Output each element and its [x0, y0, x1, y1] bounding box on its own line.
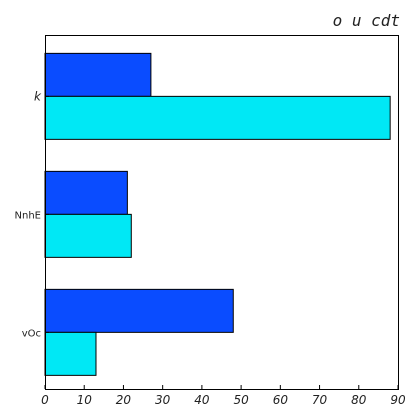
chart-title: o u cdt	[333, 11, 400, 30]
x-tick-label: 20	[116, 393, 132, 407]
x-tick-label: 80	[351, 393, 367, 407]
x-tick-label: 30	[155, 393, 171, 407]
bar-NnhE-series-2	[44, 213, 132, 258]
x-tick-label: 60	[273, 393, 289, 407]
bar-k-series-1	[44, 52, 152, 97]
x-tick-label: 10	[77, 393, 93, 407]
bar-NnhE-series-1	[44, 170, 128, 215]
bars-group	[44, 52, 391, 376]
x-tick-label: 70	[312, 393, 328, 407]
x-tick-label: 0	[41, 393, 49, 407]
plot-frame	[45, 35, 399, 390]
y-tick-label: vOc	[22, 328, 41, 339]
y-axis: k NnhE vOc	[15, 89, 49, 339]
y-tick-label: NnhE	[15, 210, 41, 221]
bar-vOc-series-1	[44, 288, 234, 333]
y-tick-label: k	[34, 89, 42, 103]
bar-vOc-series-2	[44, 331, 97, 376]
x-tick-label: 50	[233, 393, 249, 407]
x-tick-label: 90	[390, 393, 406, 407]
x-axis: 0 10 20 30 40 50 60 70 80 90	[41, 385, 406, 407]
bar-k-series-2	[44, 95, 391, 140]
x-tick-label: 40	[194, 393, 210, 407]
